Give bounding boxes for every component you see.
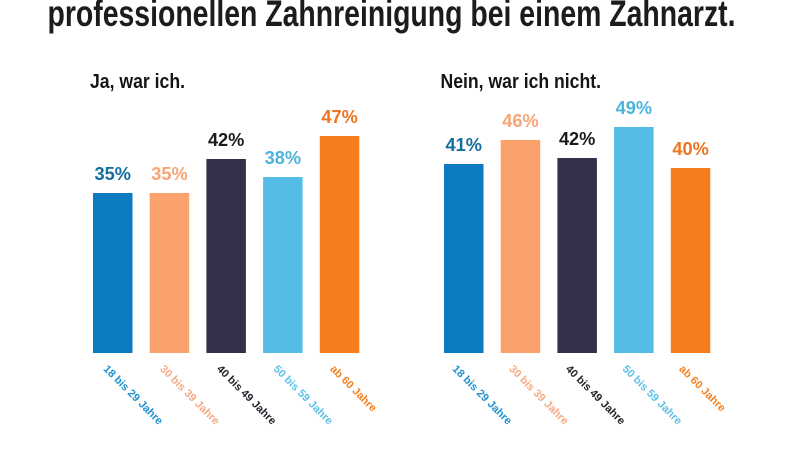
svg-text:35%: 35% (95, 164, 131, 184)
svg-text:Nein, war ich nicht.: Nein, war ich nicht. (441, 71, 602, 93)
svg-text:46%: 46% (502, 111, 538, 131)
svg-text:42%: 42% (559, 129, 595, 149)
svg-text:professionellen Zahnreinigung: professionellen Zahnreinigung bei einem … (48, 0, 736, 34)
svg-text:47%: 47% (321, 107, 357, 127)
svg-text:Ja, war ich.: Ja, war ich. (90, 71, 185, 93)
svg-text:49%: 49% (616, 98, 652, 118)
svg-text:41%: 41% (446, 135, 482, 155)
svg-text:40%: 40% (672, 139, 708, 159)
svg-text:35%: 35% (151, 164, 187, 184)
svg-text:38%: 38% (265, 148, 301, 168)
svg-text:42%: 42% (208, 130, 244, 150)
